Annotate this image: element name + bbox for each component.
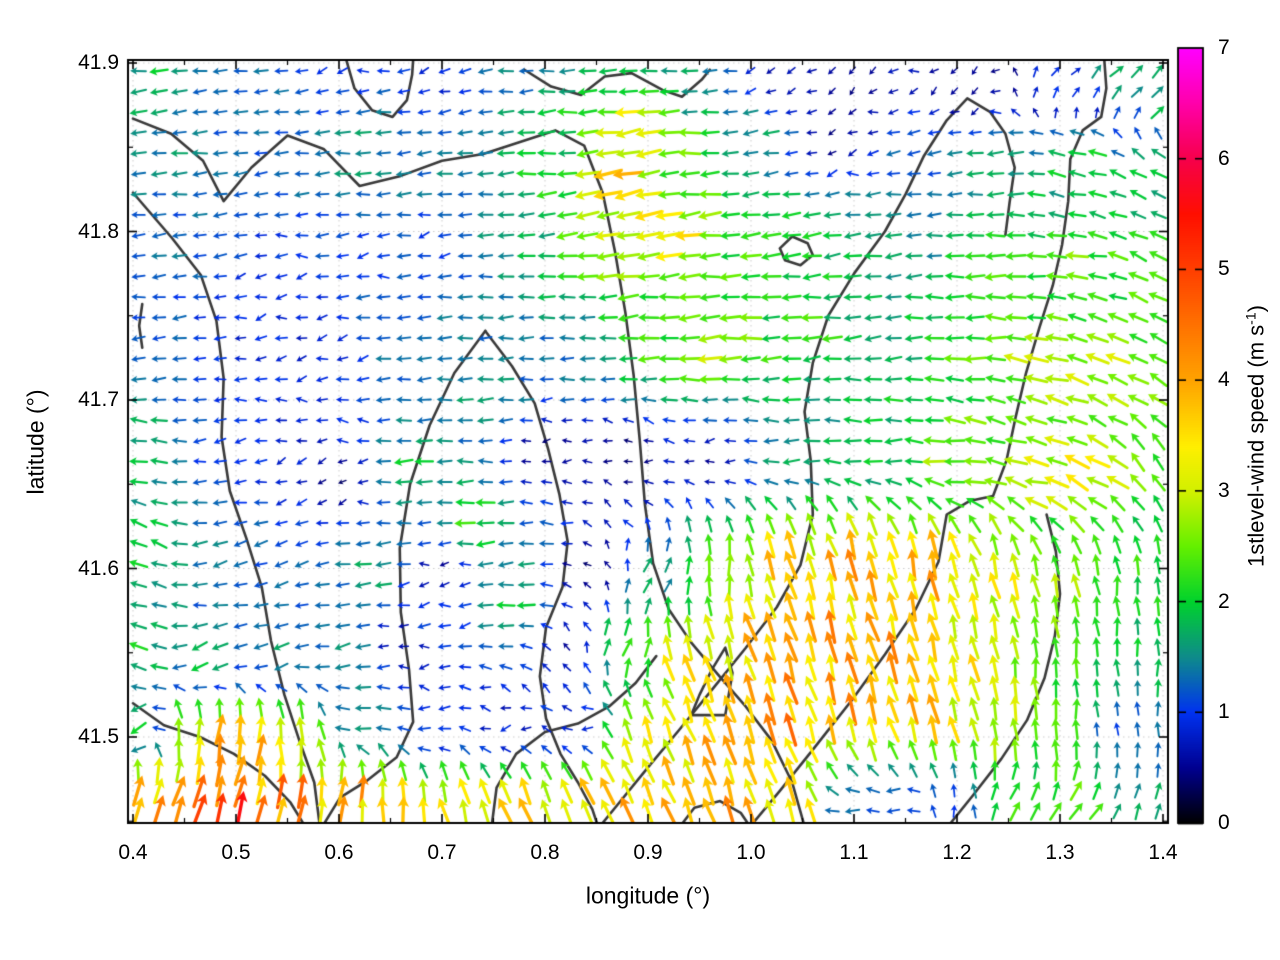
colorbar-tick-label: 6 [1218, 146, 1230, 170]
y-tick-label: 41.8 [78, 219, 119, 243]
x-tick-label: 1.3 [1045, 841, 1075, 864]
x-tick-label: 1.2 [942, 841, 972, 864]
y-axis-label: latitude (°) [22, 389, 49, 495]
y-tick-label: 41.9 [78, 51, 119, 74]
x-tick-label: 0.6 [324, 841, 354, 864]
colorbar-tick-label: 3 [1218, 478, 1230, 502]
colorbar-label: 1stlevel-wind speed (m s-1) [1242, 305, 1269, 567]
colorbar-label-close: ) [1243, 305, 1269, 313]
colorbar-tick-label: 7 [1218, 36, 1230, 59]
x-tick-label: 0.5 [221, 841, 251, 864]
x-axis-label: longitude (°) [585, 882, 711, 909]
colorbar-tick-label: 0 [1218, 811, 1230, 834]
x-tick-label: 1.1 [839, 841, 869, 864]
x-tick-label: 1.0 [736, 841, 766, 864]
x-tick-label: 0.8 [530, 841, 560, 864]
x-tick-label: 0.9 [633, 841, 663, 864]
y-tick-label: 41.6 [78, 556, 119, 580]
x-tick-label: 0.4 [118, 841, 148, 864]
colorbar-label-text: 1stlevel-wind speed (m s [1243, 324, 1269, 567]
y-tick-label: 41.5 [78, 725, 119, 748]
colorbar-tick-label: 5 [1218, 257, 1230, 281]
x-tick-label: 0.7 [427, 841, 457, 864]
colorbar-label-superscript: -1 [1242, 312, 1259, 325]
y-tick-label: 41.7 [78, 388, 119, 411]
x-tick-label: 1.4 [1148, 841, 1178, 864]
colorbar-tick-label: 4 [1218, 368, 1230, 392]
colorbar-tick-label: 2 [1218, 589, 1230, 613]
colorbar-tick-label: 1 [1218, 700, 1230, 724]
